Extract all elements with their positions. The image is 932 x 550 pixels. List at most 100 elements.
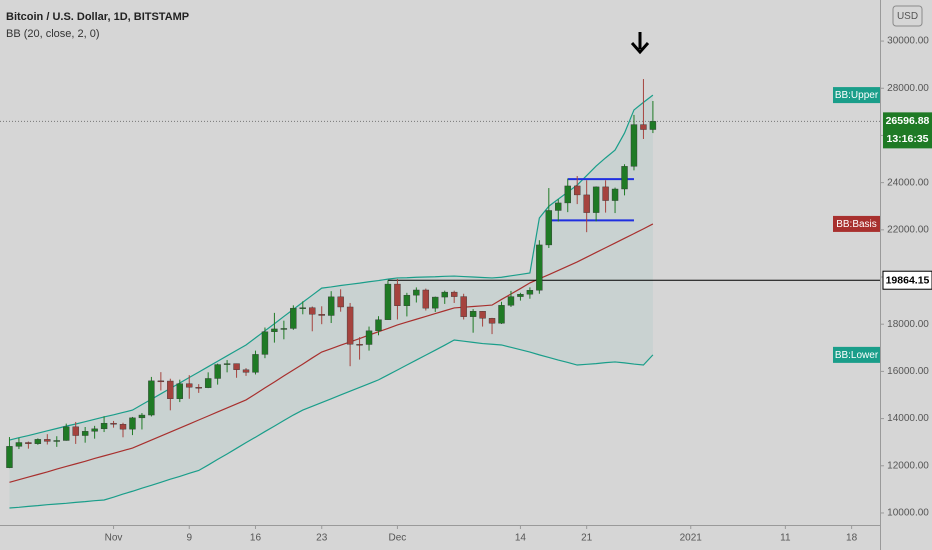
candle-body bbox=[592, 186, 600, 213]
candle-body bbox=[44, 439, 51, 442]
currency-box[interactable] bbox=[892, 5, 923, 27]
candle-body bbox=[261, 331, 269, 355]
candle-body bbox=[564, 185, 571, 204]
candle-body bbox=[157, 380, 165, 383]
candle-body bbox=[327, 296, 335, 316]
y-tick-label: 10000.00 bbox=[887, 508, 929, 519]
last-price-box bbox=[883, 112, 932, 149]
x-tick-label: 9 bbox=[186, 533, 192, 544]
candle-body bbox=[309, 307, 316, 315]
y-tick-label: 28000.00 bbox=[887, 83, 929, 94]
down-arrow bbox=[630, 32, 650, 55]
bb-line bbox=[9, 94, 654, 441]
candle-body bbox=[119, 424, 127, 430]
candle-body bbox=[167, 380, 174, 399]
y-tick-label: 22000.00 bbox=[887, 224, 929, 235]
last-price: 26596.88 bbox=[886, 115, 930, 127]
candle-body bbox=[214, 364, 221, 379]
candle-body bbox=[233, 363, 240, 370]
x-tick-label: Nov bbox=[105, 533, 123, 544]
candle-body bbox=[432, 296, 439, 309]
candle-body bbox=[640, 124, 647, 130]
bb-line bbox=[9, 223, 654, 483]
candle-body bbox=[110, 422, 117, 425]
candle-body bbox=[242, 369, 250, 373]
candle-body bbox=[450, 291, 458, 297]
candle-body bbox=[630, 124, 638, 167]
candle-body bbox=[555, 202, 562, 211]
candle-body bbox=[517, 294, 524, 297]
candle-body bbox=[384, 283, 392, 320]
candle-body bbox=[280, 328, 288, 330]
plot-area bbox=[0, 79, 880, 509]
candle-body bbox=[15, 442, 23, 447]
candle-body bbox=[148, 380, 155, 416]
y-tick-label: 18000.00 bbox=[887, 319, 929, 330]
candle-body bbox=[469, 311, 477, 317]
candle-body bbox=[526, 290, 534, 295]
candle-body bbox=[299, 307, 306, 309]
candle-body bbox=[460, 296, 467, 317]
candle-body bbox=[365, 330, 373, 345]
candle-body bbox=[186, 383, 193, 388]
candle-body bbox=[413, 289, 420, 296]
candle-body bbox=[138, 414, 146, 419]
candle-body bbox=[63, 426, 70, 441]
hline-label: 19864.15 bbox=[886, 274, 930, 286]
candle-body bbox=[271, 328, 278, 332]
candle-body bbox=[507, 296, 515, 306]
candle-body bbox=[53, 440, 60, 442]
series-label: BB:Upper bbox=[835, 90, 879, 101]
series-label-box bbox=[833, 215, 880, 232]
candle-body bbox=[498, 305, 505, 324]
candle-body bbox=[318, 314, 325, 316]
candle-body bbox=[81, 431, 89, 436]
candle-body bbox=[34, 439, 42, 444]
series-label-box bbox=[833, 346, 880, 363]
candle-body bbox=[545, 210, 553, 246]
currency[interactable]: USD bbox=[897, 11, 918, 22]
candle-body bbox=[394, 283, 401, 306]
candle-body bbox=[6, 446, 13, 468]
candle-body bbox=[100, 422, 108, 430]
indicator-label: BB (20, close, 2, 0) bbox=[6, 28, 100, 40]
x-tick-label: 18 bbox=[846, 533, 858, 544]
candle-body bbox=[252, 354, 259, 373]
candle-body bbox=[195, 387, 202, 389]
candle-body bbox=[422, 289, 430, 309]
candle-body bbox=[356, 344, 363, 346]
y-tick-label: 14000.00 bbox=[887, 413, 929, 424]
candle-body bbox=[72, 426, 79, 436]
candle-body bbox=[346, 306, 354, 345]
candle-body bbox=[611, 188, 619, 201]
x-tick-label: 11 bbox=[780, 533, 791, 544]
y-tick-label: 24000.00 bbox=[887, 177, 929, 188]
candle-body bbox=[441, 291, 448, 298]
candle-body bbox=[479, 311, 486, 319]
hline-label-box bbox=[882, 270, 932, 290]
y-tick-label: 30000.00 bbox=[887, 36, 929, 47]
candle-body bbox=[649, 121, 657, 130]
series-label-box bbox=[833, 87, 880, 104]
x-tick-label: 16 bbox=[250, 533, 262, 544]
x-tick-label: 2021 bbox=[680, 533, 703, 544]
series-label: BB:Lower bbox=[835, 350, 879, 361]
series-label: BB:Basis bbox=[836, 219, 877, 230]
candle-body bbox=[536, 244, 543, 291]
candle-body bbox=[290, 307, 297, 329]
candle-body bbox=[129, 417, 136, 430]
candle-body bbox=[91, 428, 98, 432]
candle-body bbox=[25, 442, 32, 444]
candle-body bbox=[574, 185, 581, 196]
countdown: 13:16:35 bbox=[886, 133, 928, 145]
bb-line bbox=[9, 339, 654, 509]
candle-body bbox=[403, 294, 411, 306]
candle-body bbox=[488, 318, 496, 324]
candle-body bbox=[176, 383, 183, 399]
chart-title: Bitcoin / U.S. Dollar, 1D, BITSTAMP bbox=[6, 11, 189, 23]
x-tick-label: 14 bbox=[515, 533, 527, 544]
candle-body bbox=[375, 319, 382, 332]
x-tick-label: 21 bbox=[581, 533, 593, 544]
